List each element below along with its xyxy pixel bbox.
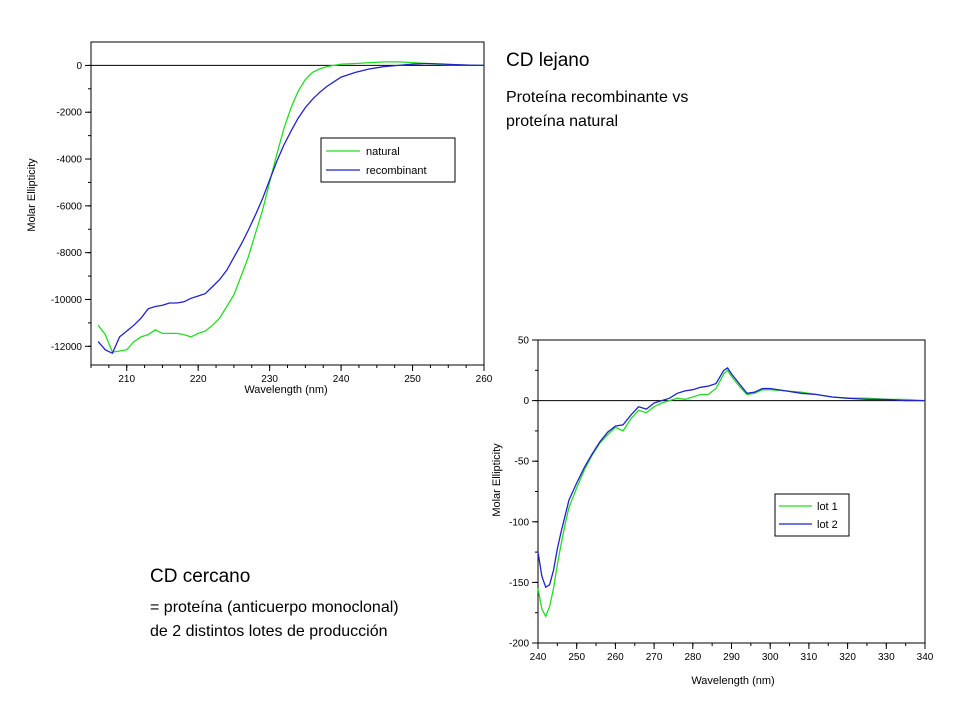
far-x-axis-title: Wavelength (nm) bbox=[244, 384, 327, 396]
near-legend: lot 1 lot 2 bbox=[774, 493, 850, 537]
far-series-recombinant bbox=[97, 62, 485, 355]
near-x-tick-label: 240 bbox=[530, 652, 547, 663]
far-legend-label-recombinant: recombinant bbox=[366, 165, 427, 177]
far-x-tick-label: 250 bbox=[404, 374, 421, 385]
near-x-tick-label: 260 bbox=[607, 652, 624, 663]
far-x-tick-label: 260 bbox=[476, 374, 493, 385]
near-legend-label-lot2: lot 2 bbox=[817, 519, 838, 531]
near-x-tick-label: 310 bbox=[801, 652, 818, 663]
far-uv-caption-line1: Proteína recombinante vs bbox=[506, 89, 689, 106]
far-x-tick-label: 220 bbox=[190, 374, 207, 385]
near-y-tick-label: 0 bbox=[523, 396, 529, 407]
near-y-tick-label: -200 bbox=[509, 639, 529, 650]
far-y-tick-label: -8000 bbox=[56, 248, 82, 259]
near-legend-label-lot1: lot 1 bbox=[817, 501, 838, 513]
far-x-tick-label: 210 bbox=[118, 374, 135, 385]
far-legend-box bbox=[320, 137, 456, 183]
near-y-tick-label: -50 bbox=[515, 457, 530, 468]
far-legend: natural recombinant bbox=[320, 137, 456, 183]
near-uv-caption-line2: de 2 distintos lotes de producción bbox=[150, 623, 388, 640]
near-x-tick-label: 250 bbox=[568, 652, 585, 663]
far-uv-caption-line2: proteína natural bbox=[506, 113, 619, 130]
far-y-tick-label: -4000 bbox=[56, 155, 82, 166]
far-legend-label-natural: natural bbox=[366, 146, 400, 158]
far-uv-caption: CD lejano Proteína recombinante vs prote… bbox=[506, 50, 688, 134]
near-y-axis-title: Molar Ellipticity bbox=[491, 443, 503, 517]
near-plot-frame bbox=[537, 339, 926, 644]
far-y-tick-label: -6000 bbox=[56, 201, 82, 212]
far-uv-chart: 210 220 230 240 250 260 0 -2000 -4000 -6000 -8000 -… bbox=[26, 41, 493, 396]
near-y-tick-label: -100 bbox=[509, 517, 529, 528]
near-uv-caption-line1: = proteína (anticuerpo monoclonal) bbox=[150, 599, 399, 616]
far-plot-frame bbox=[90, 41, 485, 366]
near-x-tick-label: 270 bbox=[646, 652, 663, 663]
near-uv-caption-title: CD cercano bbox=[150, 566, 251, 587]
near-x-tick-label: 320 bbox=[839, 652, 856, 663]
near-y-tick-label: 50 bbox=[518, 336, 530, 347]
near-legend-box bbox=[774, 493, 850, 537]
far-x-tick-label: 240 bbox=[333, 374, 350, 385]
far-x-tick-label: 230 bbox=[261, 374, 278, 385]
near-x-axis-title: Wavelength (nm) bbox=[691, 675, 774, 687]
far-y-tick-label: 0 bbox=[76, 61, 82, 72]
near-uv-caption: CD cercano = proteína (anticuerpo monocl… bbox=[150, 566, 399, 644]
far-y-axis-title: Molar Ellipticity bbox=[26, 158, 38, 232]
near-series-lot-2 bbox=[537, 367, 925, 589]
near-y-tick-label: -150 bbox=[509, 578, 529, 589]
near-x-tick-label: 330 bbox=[878, 652, 895, 663]
far-y-tick-label: -2000 bbox=[56, 108, 82, 119]
far-uv-caption-title: CD lejano bbox=[506, 50, 590, 71]
near-series-lot-1 bbox=[537, 369, 926, 618]
far-y-tick-label: -12000 bbox=[51, 342, 83, 353]
near-x-tick-label: 340 bbox=[917, 652, 934, 663]
near-uv-chart: 240 250 260 270 280 290 300 310 320 330 340 50 0 -50 -… bbox=[491, 336, 934, 688]
near-x-tick-label: 300 bbox=[762, 652, 779, 663]
far-series-natural bbox=[97, 61, 485, 353]
near-x-tick-label: 290 bbox=[723, 652, 740, 663]
far-y-tick-label: -10000 bbox=[51, 295, 83, 306]
near-x-tick-label: 280 bbox=[684, 652, 701, 663]
